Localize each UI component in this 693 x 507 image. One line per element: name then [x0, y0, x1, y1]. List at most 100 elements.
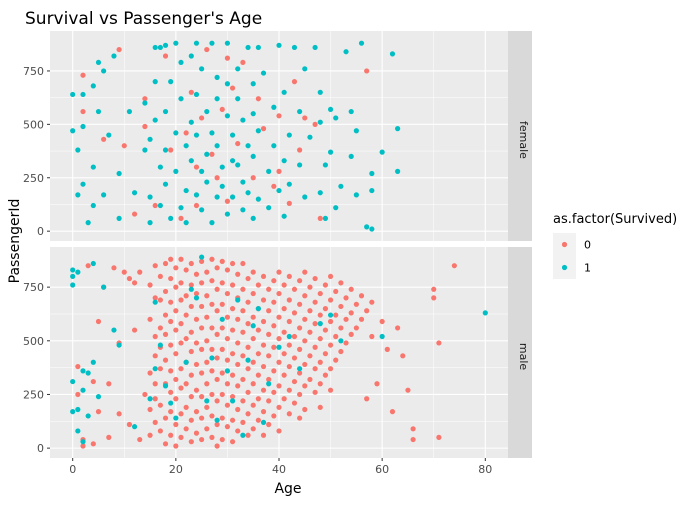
data-point-survived-1 — [333, 205, 339, 211]
data-point-survived-1 — [80, 181, 86, 187]
data-point-survived-0 — [229, 327, 236, 333]
data-point-survived-0 — [312, 344, 318, 350]
data-point-survived-0 — [199, 415, 205, 421]
data-point-survived-0 — [178, 340, 184, 346]
data-point-survived-0 — [255, 351, 261, 357]
data-point-survived-0 — [297, 325, 303, 331]
data-point-survived-1 — [240, 179, 246, 185]
data-point-survived-0 — [364, 308, 370, 314]
data-point-survived-0 — [229, 394, 236, 400]
data-point-survived-1 — [255, 306, 261, 312]
data-point-survived-1 — [157, 342, 163, 348]
data-point-survived-1 — [379, 333, 385, 340]
x-tick-label: 80 — [478, 463, 492, 476]
data-point-survived-0 — [276, 404, 282, 410]
data-point-survived-1 — [250, 153, 256, 160]
data-point-survived-0 — [286, 387, 292, 393]
data-point-survived-0 — [260, 409, 267, 415]
data-point-survived-0 — [271, 344, 277, 350]
data-point-survived-0 — [260, 126, 267, 132]
data-point-survived-0 — [219, 415, 225, 421]
data-point-survived-1 — [199, 207, 205, 213]
data-point-survived-0 — [178, 256, 184, 262]
data-point-survived-0 — [106, 381, 112, 387]
data-point-survived-0 — [101, 136, 107, 142]
data-point-survived-1 — [353, 192, 359, 198]
data-point-survived-0 — [131, 211, 138, 217]
data-point-survived-0 — [240, 260, 246, 267]
data-point-survived-0 — [193, 409, 200, 415]
data-point-survived-1 — [183, 359, 189, 365]
data-point-survived-0 — [209, 346, 215, 352]
data-point-survived-1 — [219, 164, 225, 170]
data-point-survived-0 — [333, 357, 339, 363]
data-point-survived-0 — [204, 269, 210, 275]
data-point-survived-1 — [152, 366, 158, 372]
data-point-survived-0 — [204, 46, 210, 53]
data-point-survived-1 — [317, 321, 323, 327]
data-point-survived-0 — [204, 359, 210, 365]
data-point-survived-0 — [281, 351, 287, 357]
legend: 01 — [553, 233, 591, 279]
data-point-survived-0 — [183, 404, 189, 410]
data-point-survived-0 — [116, 411, 122, 417]
data-point-survived-1 — [250, 323, 256, 329]
data-point-survived-0 — [250, 336, 256, 342]
data-point-survived-0 — [214, 175, 220, 181]
data-point-survived-0 — [229, 85, 236, 91]
data-point-survived-0 — [157, 402, 163, 408]
data-point-survived-0 — [157, 297, 163, 303]
data-point-survived-0 — [199, 115, 205, 121]
x-tick-label: 20 — [169, 463, 183, 476]
y-tick-label: 250 — [23, 172, 44, 185]
data-point-survived-0 — [142, 96, 148, 102]
data-point-survived-1 — [147, 136, 153, 142]
data-point-survived-0 — [147, 406, 153, 413]
data-point-survived-0 — [204, 381, 210, 387]
data-point-survived-1 — [260, 419, 267, 425]
data-point-survived-0 — [209, 391, 215, 398]
data-point-survived-1 — [235, 297, 241, 303]
data-point-survived-0 — [90, 378, 96, 385]
data-point-survived-1 — [70, 378, 76, 385]
data-point-survived-1 — [116, 342, 122, 348]
data-point-survived-0 — [147, 370, 153, 376]
data-point-survived-0 — [286, 363, 292, 370]
data-point-survived-1 — [245, 143, 251, 149]
data-point-survived-0 — [317, 404, 323, 410]
data-point-survived-1 — [173, 130, 179, 136]
data-point-survived-0 — [173, 351, 179, 357]
data-point-survived-0 — [245, 366, 251, 372]
data-point-survived-0 — [240, 308, 246, 314]
data-point-survived-0 — [276, 113, 282, 119]
data-point-survived-1 — [379, 149, 385, 155]
data-point-survived-1 — [85, 413, 91, 419]
data-point-survived-0 — [327, 387, 334, 393]
data-point-survived-0 — [199, 303, 205, 310]
facet-strip-label: female — [517, 121, 530, 159]
data-point-survived-0 — [317, 381, 323, 387]
data-point-survived-0 — [214, 265, 220, 271]
data-point-survived-0 — [338, 325, 344, 331]
data-point-survived-1 — [168, 79, 174, 85]
data-point-survived-0 — [431, 295, 437, 301]
data-point-survived-0 — [152, 381, 158, 387]
data-point-survived-0 — [80, 72, 86, 78]
data-point-survived-1 — [240, 432, 246, 438]
data-point-survived-1 — [358, 40, 365, 46]
data-point-survived-0 — [209, 413, 215, 419]
data-point-survived-0 — [240, 353, 246, 359]
data-point-survived-0 — [302, 383, 308, 389]
data-point-survived-1 — [193, 40, 200, 46]
data-point-survived-1 — [317, 119, 323, 125]
data-point-survived-1 — [70, 273, 76, 280]
data-point-survived-0 — [209, 151, 215, 157]
data-point-survived-1 — [173, 168, 179, 174]
data-point-survived-0 — [291, 333, 298, 340]
data-point-survived-0 — [229, 351, 236, 357]
data-point-survived-0 — [266, 286, 272, 292]
data-point-survived-1 — [75, 406, 81, 413]
data-point-survived-0 — [250, 381, 256, 387]
data-point-survived-0 — [168, 299, 174, 305]
